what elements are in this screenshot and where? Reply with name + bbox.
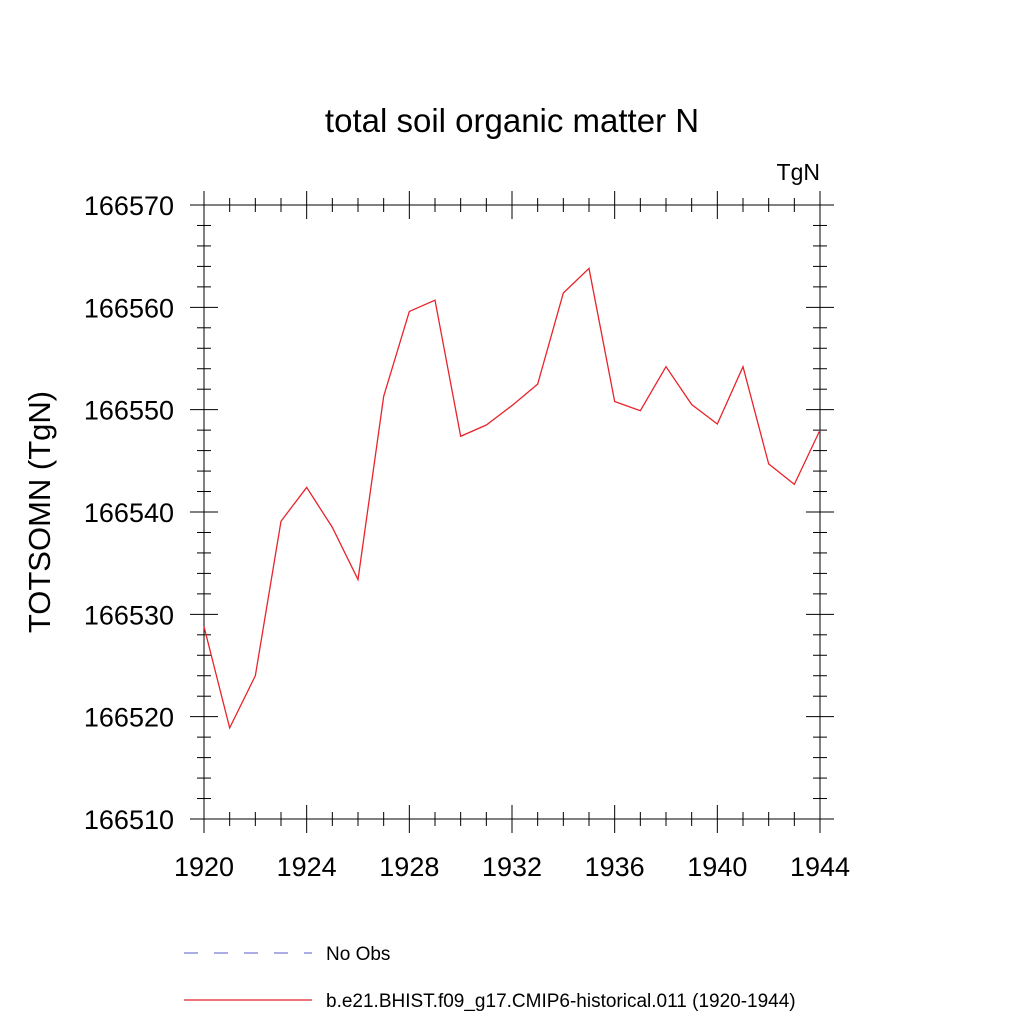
units-label: TgN [777,159,820,185]
y-axis-label: TOTSOMN (TgN) [22,391,57,633]
minor-ticks [197,198,827,826]
plot-frame [203,204,821,820]
x-tick-label: 1920 [174,852,234,882]
legend-label: b.e21.BHIST.f09_g17.CMIP6-historical.011… [326,991,796,1012]
major-ticks [190,191,834,833]
x-tick-label: 1936 [585,852,645,882]
y-tick-label: 166540 [84,498,174,528]
y-tick-label: 166510 [84,805,174,835]
y-tick-label: 166520 [84,703,174,733]
x-tick-labels: 1920 1924 1928 1932 1936 1940 1944 [174,852,850,882]
x-tick-label: 1932 [482,852,542,882]
series-line [203,267,821,730]
y-tick-label: 166530 [84,600,174,630]
legend-label: No Obs [326,944,390,965]
chart-title: total soil organic matter N [325,102,699,139]
legend: No Obs b.e21.BHIST.f09_g17.CMIP6-historic… [184,944,796,1012]
y-tick-label: 166570 [84,191,174,221]
legend-item: No Obs [184,944,390,965]
x-tick-label: 1944 [790,852,850,882]
x-tick-label: 1928 [379,852,439,882]
x-tick-label: 1940 [687,852,747,882]
y-tick-label: 166550 [84,396,174,426]
y-tick-label: 166560 [84,293,174,323]
series-lines [203,267,821,730]
x-tick-label: 1924 [277,852,337,882]
legend-item: b.e21.BHIST.f09_g17.CMIP6-historical.011… [184,991,796,1012]
y-tick-labels: 166510 166520 166530 166540 166550 166560 1665… [84,191,174,835]
